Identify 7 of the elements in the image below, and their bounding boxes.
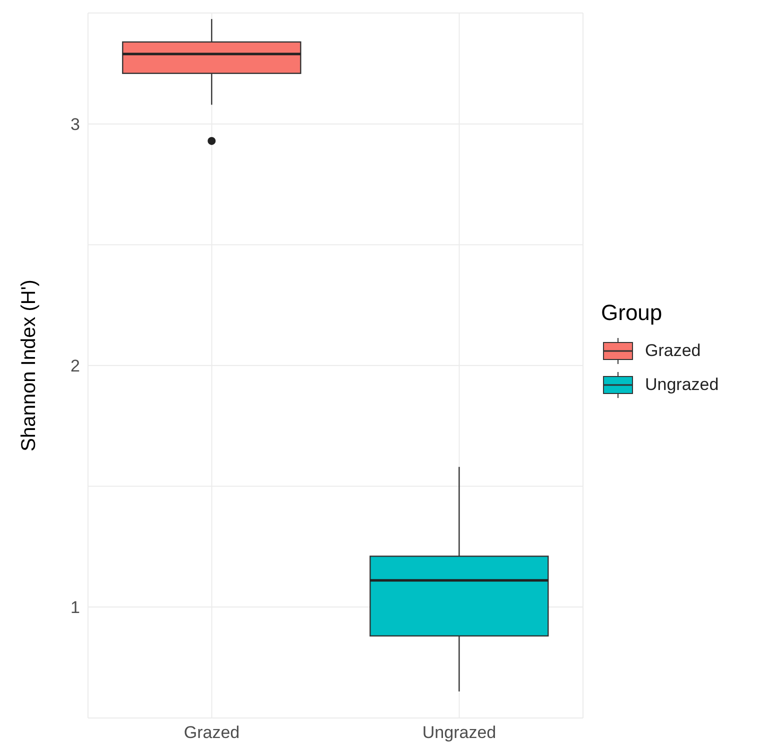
legend-title: Group [601,300,664,326]
legend-label: Grazed [645,340,701,360]
y-axis-title: Shannon Index (H') [18,280,40,452]
y-tick-label: 1 [70,598,80,617]
legend-label: Ungrazed [645,374,719,394]
y-tick-label: 2 [70,356,80,376]
y-tick-label: 3 [70,115,80,134]
